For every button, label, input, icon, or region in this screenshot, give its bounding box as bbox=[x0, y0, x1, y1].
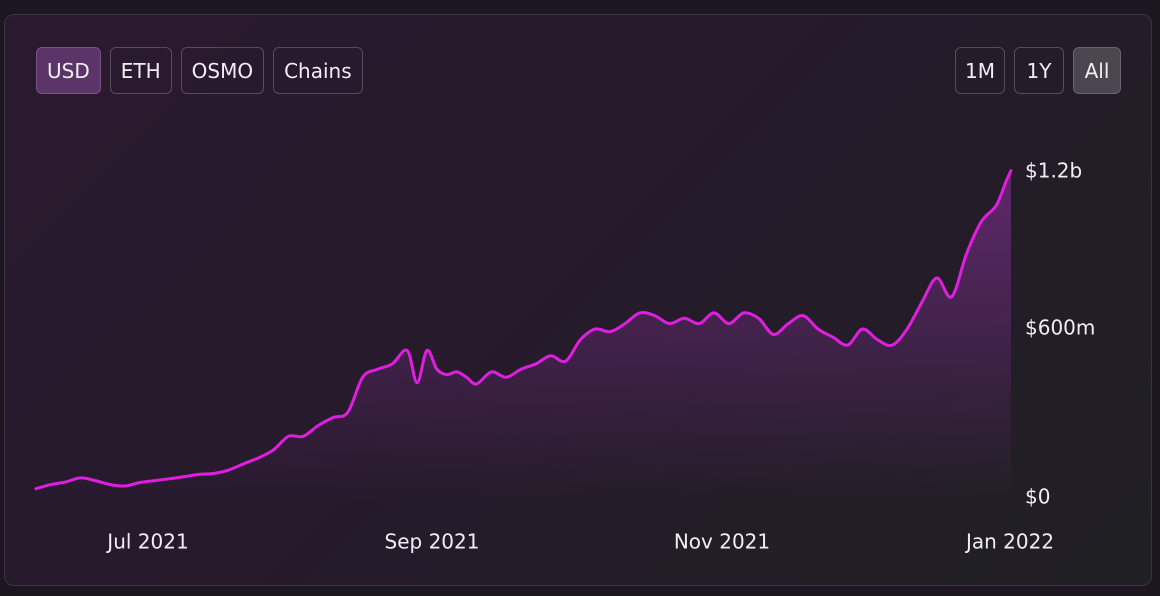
range-toggle-group: 1M 1Y All bbox=[955, 47, 1121, 94]
y-tick-label: $0 bbox=[1025, 485, 1050, 509]
eth-button[interactable]: ETH bbox=[109, 47, 172, 94]
asset-toggle-group: USD ETH OSMO Chains bbox=[36, 47, 363, 94]
osmo-button[interactable]: OSMO bbox=[180, 47, 265, 94]
chains-button[interactable]: Chains bbox=[273, 47, 363, 94]
range-1m-button[interactable]: 1M bbox=[955, 47, 1005, 94]
range-1y-button[interactable]: 1Y bbox=[1014, 47, 1064, 94]
x-tick-label: Jan 2022 bbox=[964, 530, 1054, 554]
y-tick-label: $600m bbox=[1025, 316, 1095, 340]
x-tick-label: Nov 2021 bbox=[674, 530, 770, 554]
y-axis-ticks: $0 $600m $1.2b bbox=[1025, 159, 1095, 509]
series-line bbox=[34, 169, 1013, 491]
usd-button[interactable]: USD bbox=[36, 47, 101, 94]
range-all-button[interactable]: All bbox=[1073, 47, 1121, 94]
x-axis-ticks: Jul 2021 Sep 2021 Nov 2021 Jan 2022 bbox=[105, 530, 1054, 554]
y-tick-label: $1.2b bbox=[1025, 159, 1082, 183]
x-tick-label: Sep 2021 bbox=[385, 530, 480, 554]
area-fill bbox=[36, 170, 1011, 500]
x-tick-label: Jul 2021 bbox=[105, 530, 188, 554]
